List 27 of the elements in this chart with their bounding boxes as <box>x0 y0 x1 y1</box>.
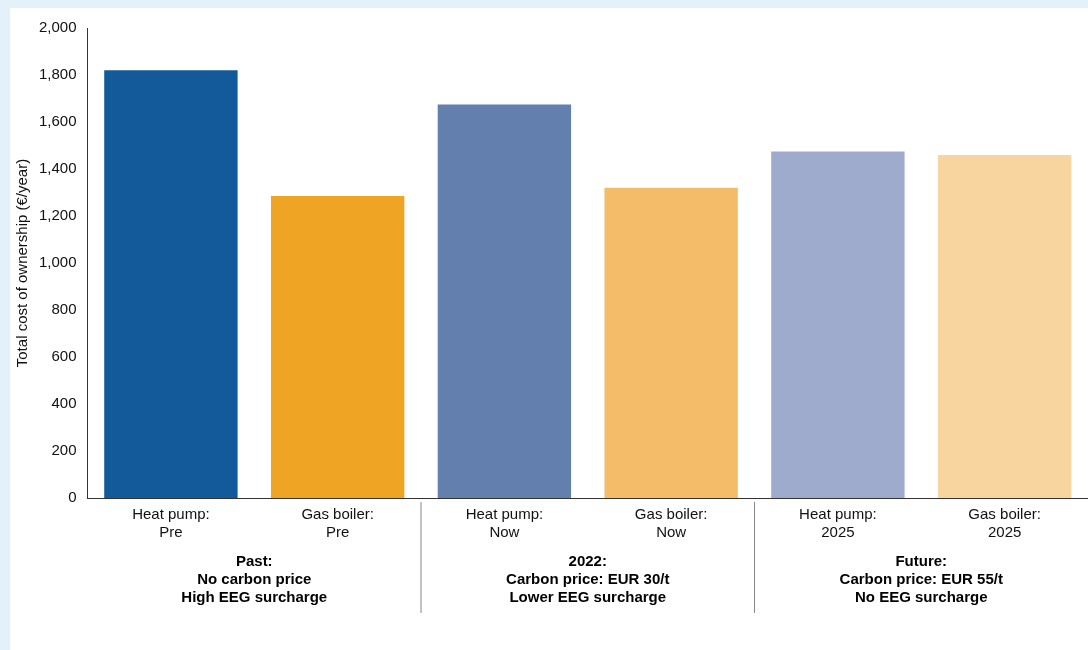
y-tick-label: 800 <box>51 300 77 318</box>
bar <box>270 196 405 498</box>
x-tick-label: Heat pump: 2025 <box>799 505 877 541</box>
y-tick-label: 1,000 <box>38 253 77 271</box>
x-tick-label: Gas boiler: Pre <box>301 505 374 541</box>
bar <box>104 70 238 498</box>
y-tick-label: 1,400 <box>38 159 77 177</box>
bar <box>771 151 905 498</box>
x-tick-label: Gas boiler: 2025 <box>968 505 1041 541</box>
bar <box>937 154 1072 498</box>
y-tick-label: 200 <box>51 441 77 459</box>
y-tick-label: 1,200 <box>38 206 77 224</box>
text: Future: Carbon price: EUR 55/t No EEG surcharge <box>839 552 1003 605</box>
y-tick-label: 600 <box>51 347 77 365</box>
bar <box>437 104 572 498</box>
y-tick-label: 1,800 <box>38 65 77 83</box>
text: 2022: Carbon price: EUR 30/t Lower EEG surcharge <box>506 552 670 605</box>
x-tick-label: Heat pump: Pre <box>132 505 210 541</box>
x-tick-label: Gas boiler: Now <box>634 505 708 541</box>
y-axis-title: Total cost of ownership (€/year) <box>13 158 31 368</box>
bar <box>604 187 738 498</box>
y-tick-label: 2,000 <box>38 18 77 36</box>
y-tick-label: 0 <box>68 488 77 506</box>
x-tick-label: Heat pump: Now <box>465 505 544 541</box>
y-tick-label: 1,600 <box>38 112 77 130</box>
text: Past: No carbon price High EEG surcharge <box>181 552 328 605</box>
y-tick-label: 400 <box>51 394 77 412</box>
